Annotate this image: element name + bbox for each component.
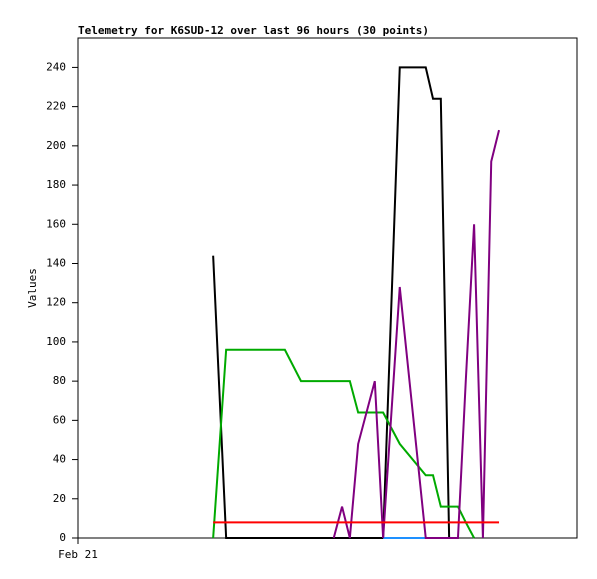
x-tick-label: Feb 21 xyxy=(58,548,98,561)
y-tick-label: 240 xyxy=(46,60,66,73)
series-line xyxy=(332,129,501,539)
y-tick-label: 0 xyxy=(59,531,66,544)
series-line xyxy=(212,348,475,539)
y-tick-label: 100 xyxy=(46,335,66,348)
y-tick-label: 20 xyxy=(53,492,66,505)
y-tick-label: 180 xyxy=(46,178,66,191)
plot-frame xyxy=(77,37,578,539)
y-tick-label: 120 xyxy=(46,296,66,309)
chart-title: Telemetry for K6SUD-12 over last 96 hour… xyxy=(78,24,429,37)
y-tick-label: 160 xyxy=(46,217,66,230)
y-tick-label: 60 xyxy=(53,413,66,426)
y-tick-label: 80 xyxy=(53,374,66,387)
y-axis-label: Values xyxy=(26,268,39,308)
y-tick-label: 220 xyxy=(46,100,66,113)
y-tick-label: 40 xyxy=(53,453,66,466)
series-line xyxy=(212,66,451,539)
y-tick-label: 200 xyxy=(46,139,66,152)
y-tick-label: 140 xyxy=(46,256,66,269)
